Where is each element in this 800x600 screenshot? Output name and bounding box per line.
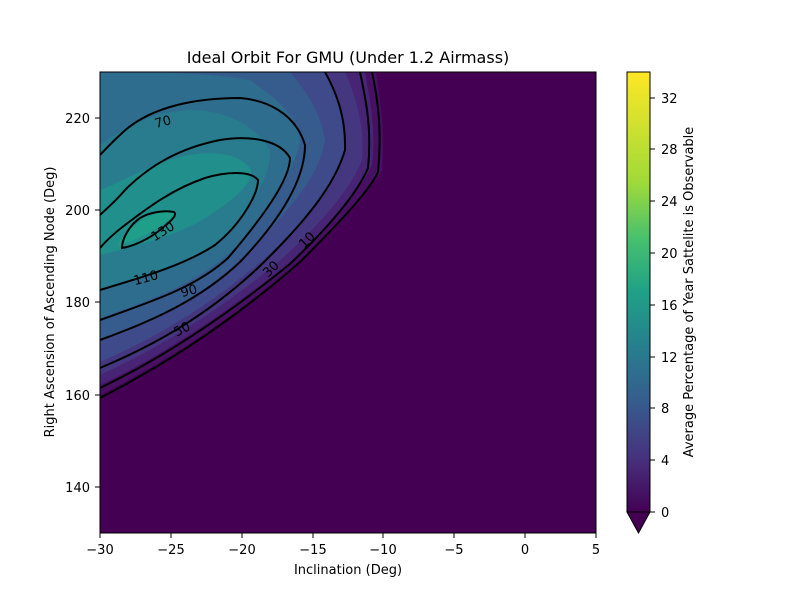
contour-label-50: 50 <box>172 319 194 340</box>
colorbar-tick-label: 28 <box>661 143 678 158</box>
plot-area <box>100 72 596 533</box>
y-tick-label: 220 <box>65 112 90 127</box>
colorbar-gradient <box>627 72 650 512</box>
contour-line-90 <box>100 137 292 321</box>
y-tick-label: 140 <box>65 481 90 496</box>
colorbar-tick-label: 4 <box>661 454 669 469</box>
colorbar-extend-triangle <box>626 511 651 535</box>
contour-line-50 <box>100 72 347 369</box>
x-tick-label: −20 <box>228 543 255 558</box>
x-tick-label: −25 <box>157 543 184 558</box>
colorbar-tick-label: 20 <box>661 247 678 262</box>
contour-label-110: 110 <box>132 268 160 289</box>
x-axis-label: Inclination (Deg) <box>294 563 402 578</box>
colorbar-tick-label: 0 <box>661 506 669 521</box>
x-tick-label: −15 <box>299 543 326 558</box>
heatmap-band-9 <box>118 211 176 245</box>
colorbar-frame <box>626 71 651 513</box>
contour-line-70 <box>100 96 307 341</box>
colorbar: 0 4 8 12 16 20 24 28 32 Average Percenta… <box>626 71 697 535</box>
contour-lines <box>100 72 381 399</box>
x-axis: −30 −25 −20 −15 −10 −5 0 5 Inclination (… <box>86 533 600 578</box>
x-tick-label: −5 <box>444 543 463 558</box>
y-axis-label: Right Ascension of Ascending Node (Deg) <box>43 167 58 438</box>
contour-line-10 <box>100 72 381 399</box>
y-tick-label: 200 <box>65 204 90 219</box>
y-tick-label: 160 <box>65 389 90 404</box>
y-axis: 140 160 180 200 220 Right Ascension of A… <box>43 112 100 496</box>
colorbar-label: Average Percentage of Year Sattelite is … <box>682 127 697 458</box>
colorbar-tick-label: 32 <box>661 92 678 107</box>
contour-line-30 <box>100 72 371 389</box>
x-tick-label: 5 <box>592 543 600 558</box>
contour-label-70: 70 <box>153 113 173 132</box>
chart-title: Ideal Orbit For GMU (Under 1.2 Airmass) <box>187 48 510 67</box>
contour-line-130 <box>120 210 176 250</box>
colorbar-tick-label: 12 <box>661 351 678 366</box>
colorbar-tick-label: 24 <box>661 195 678 210</box>
x-tick-label: −30 <box>86 543 113 558</box>
colorbar-tick-label: 16 <box>661 299 678 314</box>
x-tick-label: −10 <box>369 543 396 558</box>
x-tick-label: 0 <box>521 543 529 558</box>
y-tick-label: 180 <box>65 296 90 311</box>
colorbar-tick-label: 8 <box>661 402 669 417</box>
contour-line-110 <box>100 172 260 291</box>
contour-label-90: 90 <box>179 282 199 301</box>
